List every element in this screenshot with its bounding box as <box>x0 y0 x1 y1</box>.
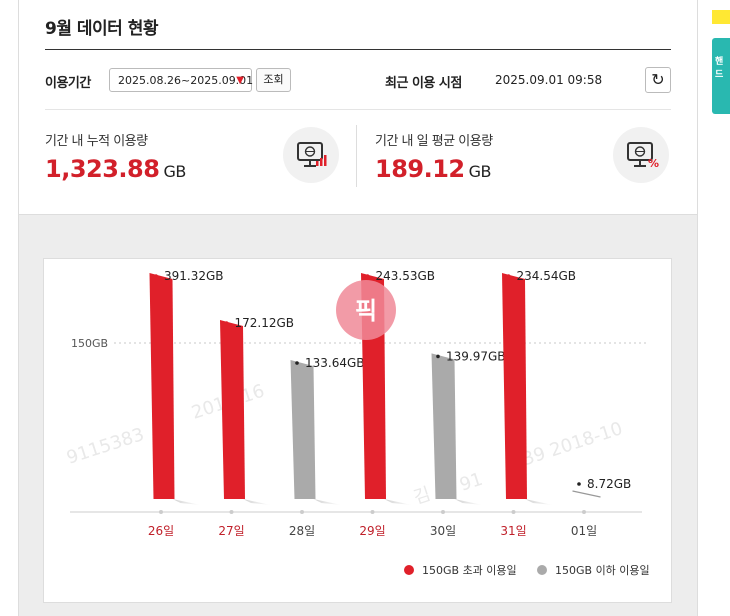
data-status-card: 9월 데이터 현황 이용기간 2025.08.26~2025.09.01 ▼ 조… <box>18 0 698 616</box>
data-point-marker <box>224 321 229 325</box>
data-label: 391.32GB <box>164 269 224 283</box>
total-usage-value: 1,323.88 <box>45 155 160 183</box>
x-tick-label: 31일 <box>500 524 526 538</box>
sticker-badge: 픽 <box>336 280 396 340</box>
bar-shadow <box>384 499 412 505</box>
x-tick-label: 28일 <box>289 524 315 538</box>
avg-usage-stat: 기간 내 일 평균 이용량 189.12 GB <box>375 130 493 183</box>
usage-chart: 9115383 2018-16 839 2018-10 김 91 150GB 39… <box>64 269 650 577</box>
stat-divider <box>356 125 357 187</box>
bar-shadow <box>172 499 201 505</box>
legend-label: 150GB 이하 이용일 <box>555 563 650 577</box>
bar-shadow <box>525 499 553 505</box>
bar <box>149 273 175 499</box>
monitor-chart-icon <box>283 127 339 183</box>
bar <box>220 319 245 499</box>
x-tick-dot <box>582 510 586 514</box>
x-tick-label: 26일 <box>148 524 174 538</box>
watermark-text: 91 <box>457 469 485 496</box>
bar <box>290 360 316 499</box>
total-usage-label: 기간 내 누적 이용량 <box>45 134 148 149</box>
period-select[interactable]: 2025.08.26~2025.09.01 ▼ <box>109 68 254 92</box>
total-usage-unit: GB <box>163 162 186 181</box>
data-point-marker <box>436 354 440 359</box>
data-label: 172.12GB <box>235 316 295 330</box>
bar <box>572 490 601 498</box>
watermark-text: 김 <box>411 484 433 509</box>
period-row: 이용기간 2025.08.26~2025.09.01 ▼ 조회 최근 이용 시점… <box>45 60 671 102</box>
data-point-marker <box>295 361 299 365</box>
period-label: 이용기간 <box>45 76 91 91</box>
side-banner-yellow[interactable] <box>712 10 730 24</box>
recent-use-time: 2025.09.01 09:58 <box>495 73 603 87</box>
refresh-button[interactable]: ↻ <box>645 67 671 93</box>
refresh-icon: ↻ <box>651 70 665 89</box>
recent-use-label: 최근 이용 시점 <box>385 76 462 91</box>
x-tick-dot <box>159 510 163 514</box>
legend-label: 150GB 초과 이용일 <box>422 563 517 577</box>
bar-shadow <box>243 499 271 505</box>
data-point-marker <box>154 274 158 278</box>
bar <box>431 353 457 499</box>
data-label: 133.64GB <box>305 356 365 370</box>
reference-line-label: 150GB <box>71 337 108 350</box>
sticker-text: 픽 <box>355 297 377 325</box>
page-title: 9월 데이터 현황 <box>45 19 159 39</box>
avg-usage-label: 기간 내 일 평균 이용량 <box>375 134 493 149</box>
x-tick-dot <box>300 510 304 514</box>
x-tick-dot <box>370 510 375 514</box>
x-tick-label: 30일 <box>430 524 456 538</box>
row-divider <box>45 109 671 110</box>
data-point-marker <box>365 274 370 278</box>
data-point-marker <box>506 274 511 278</box>
data-point-marker <box>577 482 581 486</box>
x-tick-dot <box>229 510 234 514</box>
search-button[interactable]: 조회 <box>256 68 291 92</box>
avg-usage-value: 189.12 <box>375 155 465 183</box>
watermark-text: 9115383 <box>64 424 147 469</box>
chart-section: 9115383 2018-16 839 2018-10 김 91 150GB 39… <box>19 214 697 616</box>
x-tick-label: 01일 <box>571 524 597 538</box>
legend-swatch <box>537 565 547 575</box>
total-usage-stat: 기간 내 누적 이용량 1,323.88 GB <box>45 130 186 183</box>
bar-shadow <box>313 499 342 505</box>
chevron-down-icon: ▼ <box>236 75 244 86</box>
period-select-value: 2025.08.26~2025.09.01 <box>118 74 254 87</box>
x-tick-dot <box>511 510 516 514</box>
data-label: 243.53GB <box>376 269 436 283</box>
usage-chart-box: 9115383 2018-16 839 2018-10 김 91 150GB 39… <box>43 258 672 603</box>
bar <box>502 273 527 499</box>
data-label: 8.72GB <box>587 477 631 491</box>
title-divider <box>45 49 671 50</box>
x-tick-label: 27일 <box>218 524 244 538</box>
x-tick-label: 29일 <box>359 524 385 538</box>
monitor-percent-icon: % <box>613 127 669 183</box>
data-label: 234.54GB <box>517 269 577 283</box>
x-tick-dot <box>441 510 445 514</box>
bar-shadow <box>454 499 483 505</box>
side-banner-teal[interactable]: 핸드 <box>712 38 730 114</box>
watermark-layer: 9115383 2018-16 839 2018-10 김 91 <box>64 381 625 509</box>
data-label: 139.97GB <box>446 349 506 363</box>
svg-text:%: % <box>648 157 659 170</box>
avg-usage-unit: GB <box>468 162 492 181</box>
legend-swatch <box>404 565 414 575</box>
